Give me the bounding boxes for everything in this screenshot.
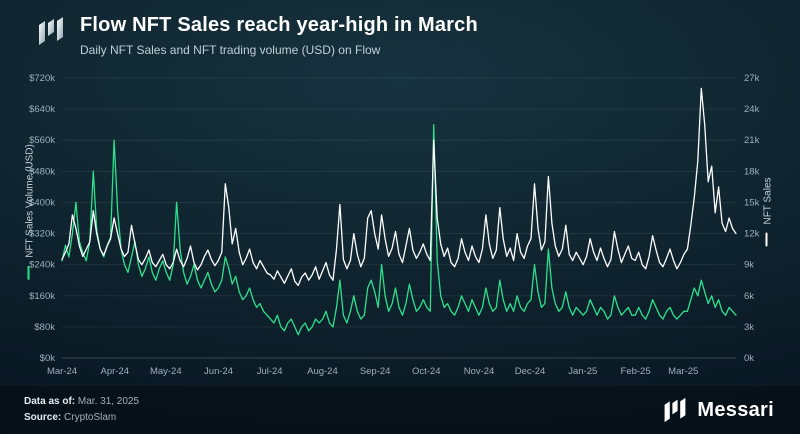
- svg-text:$720k: $720k: [29, 73, 55, 84]
- footer-meta: Data as of: Mar. 31, 2025 Source: Crypto…: [24, 395, 139, 426]
- svg-text:Apr-24: Apr-24: [101, 366, 130, 377]
- left-axis-color-dash: [27, 265, 30, 280]
- data-as-of-line: Data as of: Mar. 31, 2025: [24, 395, 139, 410]
- svg-text:Dec-24: Dec-24: [515, 366, 546, 377]
- gridlines: [62, 77, 736, 359]
- svg-text:Nov-24: Nov-24: [464, 366, 495, 377]
- svg-text:Sep-24: Sep-24: [360, 366, 391, 377]
- svg-text:$560k: $560k: [29, 135, 55, 146]
- page-title: Flow NFT Sales reach year-high in March: [80, 14, 478, 36]
- svg-text:$320k: $320k: [29, 229, 55, 240]
- header: Flow NFT Sales reach year-high in March …: [36, 14, 478, 57]
- series-line-left: [61, 124, 737, 336]
- svg-text:15k: 15k: [744, 197, 760, 208]
- data-as-of-value: Mar. 31, 2025: [75, 395, 140, 407]
- svg-text:12k: 12k: [744, 229, 760, 240]
- right-axis-tick-labels: 0k 3k 6k 9k 12k 15k 18k 21k 24k 27k: [744, 73, 760, 364]
- x-axis-tick-labels: Mar-24 Apr-24 May-24 Jun-24 Jul-24 Aug-24 Sep-…: [47, 366, 698, 377]
- svg-text:21k: 21k: [744, 135, 760, 146]
- svg-text:3k: 3k: [744, 322, 754, 333]
- svg-text:0k: 0k: [744, 353, 754, 364]
- header-text: Flow NFT Sales reach year-high in March …: [80, 14, 478, 57]
- page-subtitle: Daily NFT Sales and NFT trading volume (…: [80, 43, 381, 57]
- data-as-of-label: Data as of:: [24, 395, 76, 407]
- messari-brand-icon: [665, 397, 686, 423]
- svg-text:27k: 27k: [744, 73, 760, 84]
- brand-wordmark: Messari: [697, 398, 774, 421]
- footer: Data as of: Mar. 31, 2025 Source: Crypto…: [0, 386, 800, 434]
- svg-text:Feb-25: Feb-25: [621, 366, 651, 377]
- svg-text:$240k: $240k: [29, 260, 55, 271]
- svg-text:$160k: $160k: [29, 291, 55, 302]
- messari-logo-icon: [39, 17, 63, 45]
- left-axis-title: NFT Sales Volume (USD): [25, 144, 36, 280]
- svg-text:$480k: $480k: [29, 166, 55, 177]
- svg-text:Jul-24: Jul-24: [257, 366, 283, 377]
- right-axis-color-dash: [765, 232, 768, 247]
- svg-text:Mar-25: Mar-25: [668, 366, 698, 377]
- svg-text:Jun-24: Jun-24: [204, 366, 233, 377]
- series-line-right: [61, 87, 737, 287]
- svg-text:9k: 9k: [744, 260, 754, 271]
- source-value: CryptoSlam: [61, 412, 117, 423]
- left-axis-title-label: NFT Sales Volume (USD): [24, 144, 36, 258]
- svg-text:$640k: $640k: [29, 104, 55, 115]
- right-axis-title: NFT Sales: [762, 177, 774, 247]
- source-label: Source:: [24, 412, 62, 423]
- svg-text:Mar-24: Mar-24: [47, 366, 77, 377]
- source-line: Source: CryptoSlam: [24, 411, 139, 426]
- svg-text:$400k: $400k: [29, 197, 55, 208]
- svg-text:6k: 6k: [744, 291, 754, 302]
- svg-text:Jan-25: Jan-25: [568, 366, 597, 377]
- line-chart: $0k $80k $160k $240k $320k $400k $480k $560k $64…: [29, 73, 760, 377]
- left-axis-tick-labels: $0k $80k $160k $240k $320k $400k $480k $560k $64…: [29, 73, 55, 364]
- right-axis-title-label: NFT Sales: [762, 177, 774, 225]
- brand: Messari: [662, 396, 774, 424]
- svg-text:18k: 18k: [744, 166, 760, 177]
- svg-text:$80k: $80k: [34, 322, 55, 333]
- svg-text:Oct-24: Oct-24: [412, 366, 441, 377]
- svg-text:May-24: May-24: [150, 366, 182, 377]
- svg-text:24k: 24k: [744, 104, 760, 115]
- svg-text:$0k: $0k: [40, 353, 56, 364]
- svg-text:Aug-24: Aug-24: [307, 366, 338, 377]
